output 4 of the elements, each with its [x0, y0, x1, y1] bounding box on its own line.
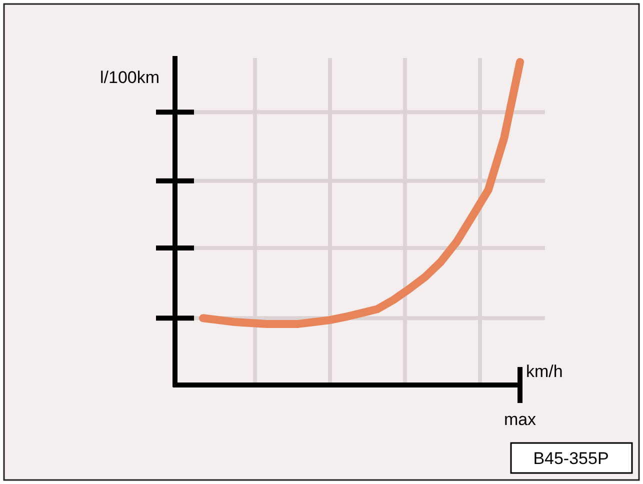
text: max: [504, 410, 537, 429]
x-axis-title: km/h: [526, 362, 563, 381]
y-axis-title: l/100km: [100, 68, 160, 87]
text: B45-355P: [533, 449, 609, 468]
